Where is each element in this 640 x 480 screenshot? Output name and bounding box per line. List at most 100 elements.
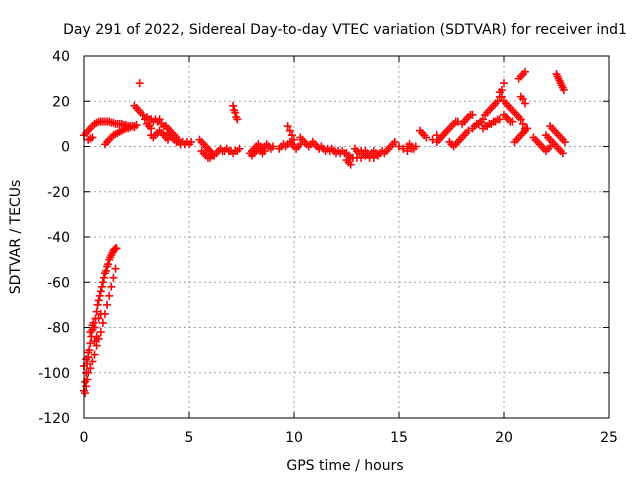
data-point [112,244,121,253]
data-point [479,115,487,124]
x-tick-label: 10 [285,430,303,446]
data-point [90,350,99,359]
data-point [464,126,473,135]
data-point [287,131,296,140]
data-point [497,92,506,101]
y-tick-label: -40 [47,230,70,246]
y-tick-label: -20 [47,185,70,201]
data-point [94,296,103,305]
data-point [84,348,93,357]
x-axis-label: GPS time / hours [286,458,403,474]
data-point [98,318,107,327]
data-point [233,115,242,124]
data-point [96,287,105,296]
data-point [521,99,529,108]
x-tick-label: 25 [600,430,618,446]
data-point [86,328,95,337]
data-point [93,300,102,309]
data-point [147,124,156,133]
data-point [88,321,97,330]
data-point [132,121,141,130]
data-point [97,282,106,291]
data-point [500,79,508,88]
tick-labels: 0 5 10 15 20 25 40 20 0 -20 -40 -60 -80 -100 -120 [38,49,618,446]
data-point [521,67,529,76]
data-point [399,144,408,153]
data-point [390,137,399,146]
data-point [81,389,90,398]
data-point [468,110,477,119]
chart-title: Day 291 of 2022, Sidereal Day-to-day VTE… [63,22,627,38]
data-point [155,115,164,124]
data-point [102,266,111,275]
data-point [518,94,527,103]
data-point [269,142,277,151]
data-point [208,151,217,160]
data-point [411,142,420,151]
data-point [82,382,91,391]
plot-frame [83,55,610,419]
data-point [559,85,568,94]
data-point [516,115,525,124]
data-point [369,153,378,162]
data-point [135,79,144,88]
data-point [260,147,269,156]
data-point [231,108,240,117]
data-point [357,153,366,162]
data-point [235,144,244,153]
data-point [86,364,95,373]
data-point [98,278,107,287]
y-tick-label: -80 [47,321,70,337]
data-point [92,341,101,350]
data-point [229,101,238,110]
data-point [88,357,97,366]
data-point [290,135,298,144]
data-point [495,88,504,97]
data-point [96,328,105,337]
x-tick-label: 5 [185,430,194,446]
data-point [138,110,147,119]
data-point [285,126,294,135]
data-point [422,133,431,142]
data-point [103,300,112,309]
data-point [346,160,355,169]
y-axis-label: SDTVAR / TECUs [8,180,24,295]
data-point [105,291,114,300]
data-point [92,307,101,316]
data-point [99,273,108,282]
data-point [88,133,97,142]
data-point [92,332,101,341]
y-tick-label: 20 [52,94,70,110]
data-point [94,314,103,323]
data-point [104,260,113,269]
data-point [174,135,183,144]
data-point [560,137,569,146]
data-point [111,264,120,273]
data-point [518,119,527,128]
data-point [361,151,370,160]
y-tick-label: 0 [61,140,70,156]
data-point [523,124,532,133]
data-point [187,137,196,146]
data-point [109,273,118,282]
data-point [82,355,91,364]
data-point [283,122,292,131]
data-point [86,339,95,348]
data-point [495,115,504,124]
data-point [90,337,99,346]
data-point [395,142,403,151]
data-point [96,309,105,318]
x-tick-label: 15 [390,430,408,446]
data-point [558,149,567,158]
y-tick-label: -60 [47,275,70,291]
data-point [84,368,93,377]
data-point [508,117,517,126]
data-point [95,291,104,300]
x-tick-label: 0 [80,430,89,446]
x-tick-label: 20 [495,430,513,446]
y-tick-label: -100 [38,366,70,382]
data-point [107,282,116,291]
y-tick-label: -120 [38,411,70,427]
